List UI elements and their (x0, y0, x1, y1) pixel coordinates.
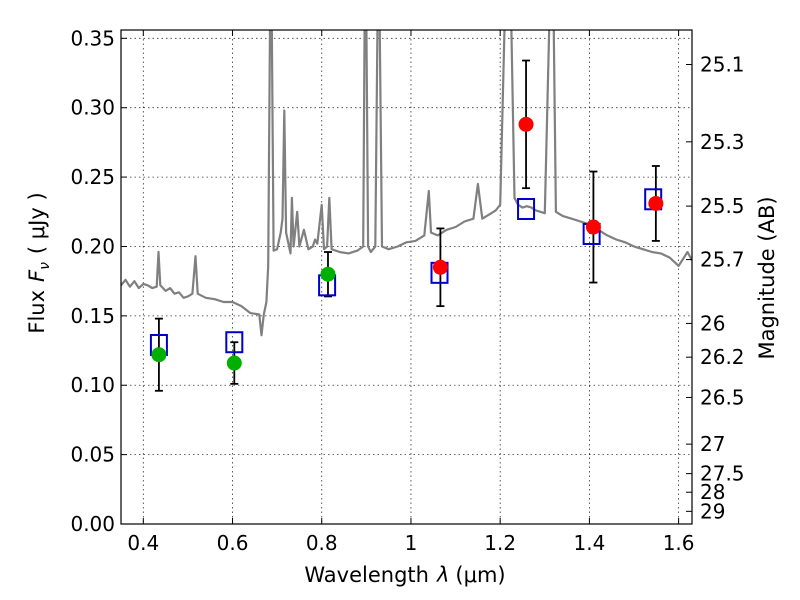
grid (121, 30, 692, 524)
axes-frame (120, 29, 693, 525)
plot-area (121, 30, 692, 392)
right-tick-label: 28 (700, 480, 725, 504)
x-tick-label: 0.6 (217, 531, 249, 555)
optical-point (226, 355, 242, 371)
right-tick-label: 25.3 (700, 130, 745, 154)
right-tick-label: 26.5 (700, 385, 745, 409)
y-tick-label: 0.15 (70, 304, 115, 328)
nir-point (432, 259, 448, 275)
right-axis-label: Magnitude (AB) (755, 196, 779, 359)
y-tick-label: 0.05 (70, 443, 115, 467)
x-tick-label: 0.8 (306, 531, 338, 555)
model-square-marker (517, 198, 536, 221)
axes: 0.4 0.6 0.8 1 1.2 1.4 1.6 0.00 0.05 0.10 0.15 0.20 0… (70, 26, 744, 555)
spectrum-line (121, 30, 692, 337)
optical-point (320, 266, 336, 282)
nir-point (518, 116, 534, 132)
y-tick-label: 0.25 (70, 165, 115, 189)
model-square-marker (225, 331, 244, 354)
nir-point (585, 219, 601, 235)
y-tick-label: 0.30 (70, 96, 115, 120)
right-tick-label: 29 (700, 499, 725, 523)
right-tick-label: 27.5 (700, 462, 745, 486)
optical-point (151, 347, 167, 363)
y-tick-label: 0.00 (70, 512, 115, 536)
right-tick-label: 26.2 (700, 345, 745, 369)
x-tick-label: 1.4 (573, 531, 605, 555)
x-tick-label: 1.2 (484, 531, 516, 555)
right-tick-label: 26 (700, 311, 725, 335)
y-tick-label: 0.10 (70, 373, 115, 397)
right-tick-label: 25.5 (700, 194, 745, 218)
x-tick-label: 1 (405, 531, 418, 555)
right-tick-label: 25.1 (700, 53, 745, 77)
x-axis-label: Wavelength λ (μm) (304, 563, 505, 587)
right-tick-label: 25.7 (700, 248, 745, 272)
right-tick-label: 27 (700, 432, 725, 456)
y-tick-label: 0.20 (70, 234, 115, 258)
nir-point (648, 195, 664, 211)
y-axis-label: FluxFν( μJy ) (25, 192, 53, 333)
x-tick-label: 1.6 (663, 531, 695, 555)
x-tick-label: 0.4 (127, 531, 159, 555)
y-tick-label: 0.35 (70, 26, 115, 50)
